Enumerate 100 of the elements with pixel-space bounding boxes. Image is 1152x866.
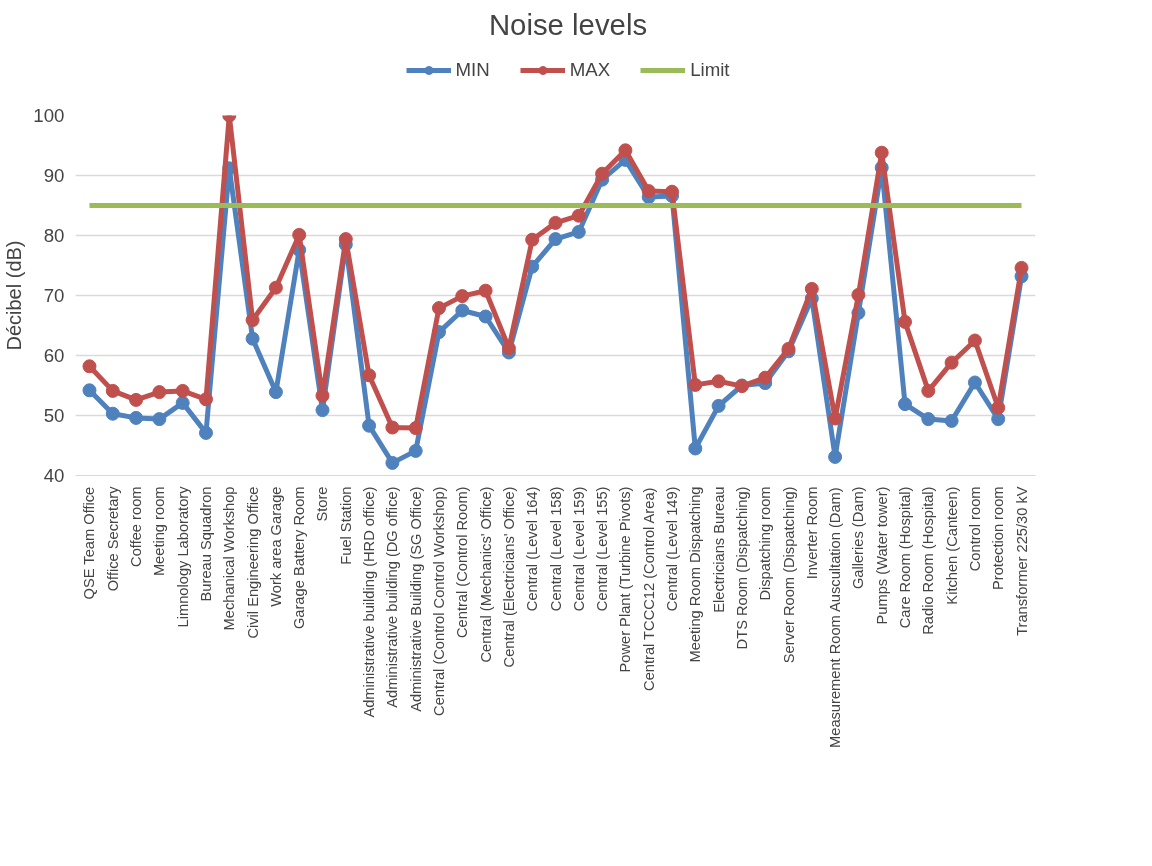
point (944, 413, 959, 428)
x-tick-label: Central (Level 149) (664, 486, 681, 612)
point (129, 392, 144, 407)
point (641, 184, 656, 199)
point (268, 385, 283, 400)
x-tick-label: Central (Level 164) (524, 486, 541, 612)
x-tick-label: DTS Room (Dispatching) (733, 486, 750, 650)
point (455, 289, 470, 304)
x-tick-label: Meeting Room Dispatching (687, 486, 704, 663)
point (315, 388, 330, 403)
x-tick-label: Central (Level 158) (547, 486, 564, 612)
x-tick-label: Central (Control Control Workshop) (431, 486, 447, 716)
x-tick-label: Administrative building (HRD office) (361, 486, 378, 718)
x-tick-label: Central (Level 159) (570, 486, 587, 612)
x-tick-label: Work area Garage (267, 486, 284, 607)
point (501, 341, 516, 356)
point (385, 420, 400, 435)
x-tick-label: Administrative Building (SG Office) (407, 486, 424, 712)
point (804, 281, 819, 296)
point (898, 314, 913, 329)
chart-title: Noise levels (488, 7, 648, 41)
x-tick-label: Central TCCC12 (Control Area) (640, 487, 657, 691)
point (478, 283, 493, 298)
point (595, 166, 610, 181)
x-tick-label: Measurement Room Auscultation (Dam) (827, 487, 844, 748)
point (991, 400, 1006, 415)
point (758, 370, 773, 385)
x-tick-label: Garage Battery Room (291, 486, 308, 630)
point (851, 287, 866, 302)
x-tick-label: Central (Level 155) (594, 486, 611, 612)
point (921, 412, 936, 427)
point (455, 303, 470, 318)
x-tick-label: Transformer 225/30 kV (1013, 486, 1030, 636)
x-tick-label: Pumps (Water tower) (873, 486, 890, 625)
y-axis-title: Décibel (dB) (3, 240, 26, 351)
point (571, 224, 586, 239)
point (268, 280, 283, 295)
legend-label: MAX (569, 59, 611, 81)
point (362, 368, 377, 383)
point (711, 374, 726, 389)
point (665, 184, 679, 199)
x-tick-label: Control room (966, 486, 983, 572)
x-tick-label: Limnology Laboratory (174, 485, 191, 628)
point (315, 403, 330, 418)
point (828, 411, 843, 426)
point (198, 392, 213, 407)
x-tick-label: Kitchen (Canteen) (943, 486, 960, 605)
x-tick-label: Care Room (Hospital) (897, 486, 914, 629)
point (618, 143, 633, 158)
x-tick-label: Inverter Room (803, 486, 820, 580)
x-tick-label: Mechanical Workshop (221, 486, 238, 631)
point (967, 333, 982, 348)
x-tick-label: Power Plant (Turbine Pivots) (617, 486, 634, 673)
point (991, 412, 1006, 427)
x-tick-label: Fuel Station (337, 486, 354, 565)
point (408, 443, 423, 458)
point (105, 406, 120, 421)
point (129, 410, 144, 425)
x-tick-label: Administrative building (DG office) (384, 486, 401, 708)
x-tick-label: Meeting room (151, 486, 168, 577)
point (245, 331, 260, 346)
point (292, 227, 307, 242)
x-tick-label: Civil Engineering Office (244, 486, 261, 639)
point (571, 208, 586, 223)
point (478, 309, 493, 324)
y-tick-label: 50 (43, 405, 65, 426)
x-tick-label: Bureau Squadron (197, 486, 214, 602)
point (828, 449, 843, 464)
x-tick-label: Protection room (990, 486, 1007, 590)
x-tick-label: Office Secretary (104, 485, 121, 592)
x-tick-label: Electricians Bureau (710, 486, 727, 613)
y-tick-label: 60 (43, 345, 65, 366)
point (175, 395, 190, 410)
x-tick-label: Central (Mechanics' Office) (477, 486, 494, 663)
point (921, 383, 936, 398)
x-tick-label: Galleries (Dam) (850, 486, 867, 590)
y-tick-label: 40 (43, 465, 65, 486)
x-tick-label: Radio Room (Hospital) (920, 486, 937, 635)
point (944, 355, 959, 370)
point (711, 398, 726, 413)
point (432, 301, 446, 316)
x-tick-label: Coffee room (128, 486, 145, 567)
x-tick-label: Dispatching room (757, 486, 774, 601)
point (198, 425, 213, 440)
x-tick-label: Store (314, 486, 331, 522)
point (1014, 260, 1029, 275)
x-tick-label: Central (Electricians' Office) (500, 486, 517, 668)
legend-label: Limit (690, 59, 730, 81)
x-tick-label: Central (Control Room) (454, 486, 471, 638)
y-tick-label: 90 (43, 165, 65, 186)
legend-label: MIN (455, 59, 490, 81)
point (874, 145, 889, 160)
point (82, 359, 97, 374)
point (548, 232, 563, 247)
point (385, 455, 400, 470)
point (105, 383, 120, 398)
point (548, 215, 563, 230)
point (152, 385, 167, 400)
y-tick-label: 80 (43, 225, 65, 246)
point (688, 441, 703, 456)
